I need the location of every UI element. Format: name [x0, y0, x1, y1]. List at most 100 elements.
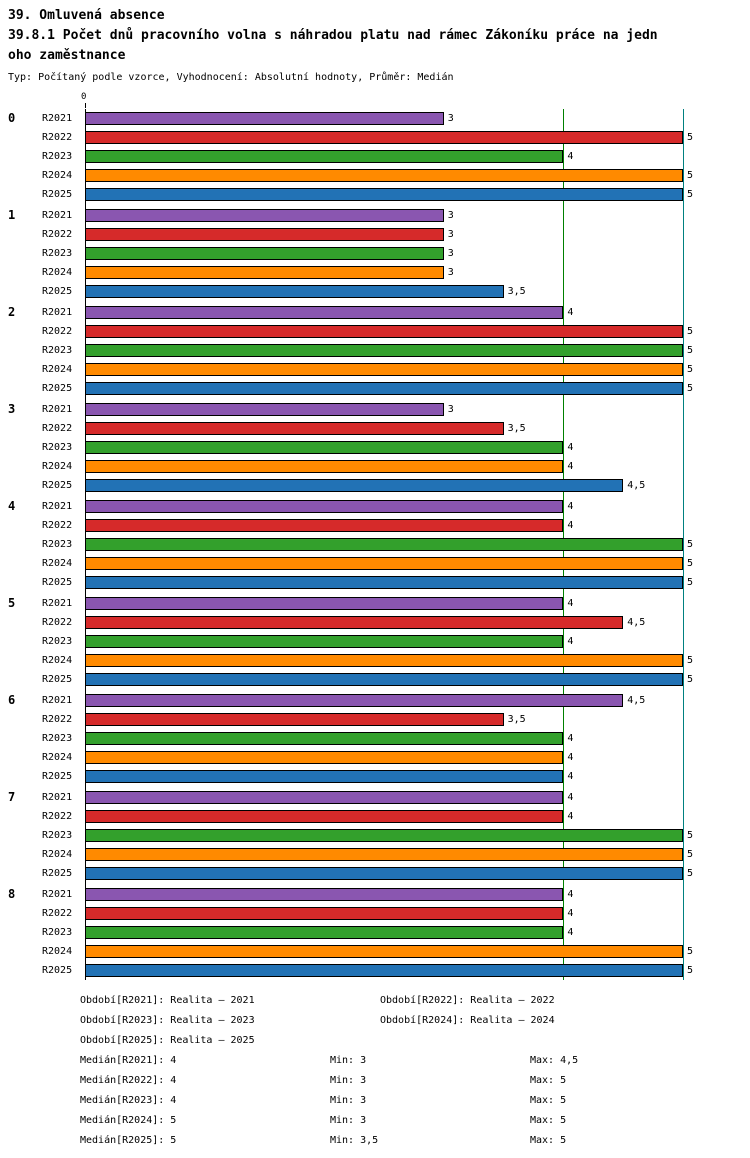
- bar-r2024: [85, 460, 564, 473]
- bar-r2024: [85, 557, 683, 570]
- group-label: 1: [8, 208, 16, 222]
- bar-value-label: 5: [687, 132, 694, 143]
- series-label: R2023: [42, 442, 73, 453]
- bar-value-label: 4: [567, 908, 574, 919]
- series-label: R2025: [42, 771, 73, 782]
- bar-row: R2022 4: [0, 807, 750, 826]
- bar-value-label: 5: [687, 345, 694, 356]
- series-label: R2021: [42, 792, 73, 803]
- report-section-title: 39. Omluvená absence: [8, 8, 165, 23]
- series-label: R2025: [42, 286, 73, 297]
- report-header: 39. Omluvená absence 39.8.1 Počet dnů pr…: [0, 0, 750, 83]
- bar-value-label: 4: [567, 771, 574, 782]
- bar-row: R2024 4: [0, 457, 750, 476]
- bar-row: R2025 5: [0, 379, 750, 398]
- stats-row: Medián[R2025]: 5 Min: 3,5 Max: 5: [80, 1130, 750, 1150]
- bar-row: R2023 5: [0, 341, 750, 360]
- x-axis-tick: [85, 103, 86, 108]
- bar-r2021: [85, 500, 564, 513]
- bar-r2022: [85, 325, 683, 338]
- bar-r2023: [85, 829, 683, 842]
- bar-row: 4 R2021 4: [0, 497, 750, 516]
- bar-row: 2 R2021 4: [0, 303, 750, 322]
- bar-value-label: 4,5: [627, 695, 646, 706]
- bar-r2024: [85, 169, 683, 182]
- bar-value-label: 5: [687, 539, 694, 550]
- stat-min: Min: 3: [330, 1094, 367, 1106]
- series-label: R2021: [42, 307, 73, 318]
- series-label: R2025: [42, 383, 73, 394]
- bar-r2023: [85, 441, 564, 454]
- bar-row: R2022 5: [0, 322, 750, 341]
- series-label: R2022: [42, 908, 73, 919]
- bar-value-label: 4: [567, 501, 574, 512]
- bar-value-label: 5: [687, 189, 694, 200]
- stat-median: Medián[R2022]: 4: [80, 1074, 177, 1086]
- stat-min: Min: 3: [330, 1074, 367, 1086]
- series-label: R2022: [42, 811, 73, 822]
- bar-r2021: [85, 791, 564, 804]
- series-label: R2025: [42, 868, 73, 879]
- series-label: R2024: [42, 461, 73, 472]
- series-label: R2025: [42, 965, 73, 976]
- group-label: 3: [8, 402, 16, 416]
- series-label: R2022: [42, 326, 73, 337]
- bar-value-label: 4: [567, 889, 574, 900]
- bar-r2024: [85, 266, 444, 279]
- series-label: R2022: [42, 132, 73, 143]
- bar-value-label: 5: [687, 577, 694, 588]
- series-label: R2021: [42, 404, 73, 415]
- series-label: R2024: [42, 655, 73, 666]
- bar-row: R2024 5: [0, 651, 750, 670]
- legend-item: Období[R2021]: Realita – 2021: [80, 994, 255, 1006]
- bar-r2024: [85, 848, 683, 861]
- bar-row: R2024 5: [0, 554, 750, 573]
- bar-r2025: [85, 479, 624, 492]
- legend-item: Období[R2022]: Realita – 2022: [380, 994, 555, 1006]
- bar-row: R2025 3,5: [0, 282, 750, 301]
- series-label: R2024: [42, 267, 73, 278]
- bar-r2021: [85, 597, 564, 610]
- bar-value-label: 4,5: [627, 480, 646, 491]
- bar-value-label: 4: [567, 461, 574, 472]
- bar-row: R2023 5: [0, 826, 750, 845]
- bar-r2022: [85, 131, 683, 144]
- bar-r2021: [85, 112, 444, 125]
- bar-r2022: [85, 810, 564, 823]
- bar-r2025: [85, 673, 683, 686]
- x-axis-origin-label: 0: [81, 92, 87, 102]
- bar-value-label: 4: [567, 792, 574, 803]
- series-label: R2024: [42, 849, 73, 860]
- series-label: R2023: [42, 636, 73, 647]
- series-label: R2024: [42, 752, 73, 763]
- bar-r2025: [85, 964, 683, 977]
- bar-row: R2024 4: [0, 748, 750, 767]
- bar-r2024: [85, 751, 564, 764]
- bar-r2023: [85, 247, 444, 260]
- series-label: R2021: [42, 210, 73, 221]
- bar-row: 1 R2021 3: [0, 206, 750, 225]
- stat-median: Medián[R2025]: 5: [80, 1134, 177, 1146]
- bar-row: R2022 3,5: [0, 710, 750, 729]
- stats-row: Medián[R2021]: 4 Min: 3 Max: 4,5: [80, 1050, 750, 1070]
- bar-row: R2023 4: [0, 729, 750, 748]
- bar-row: R2023 4: [0, 147, 750, 166]
- stat-max: Max: 5: [530, 1074, 567, 1086]
- group-label: 4: [8, 499, 16, 513]
- bar-value-label: 4: [567, 520, 574, 531]
- bar-value-label: 5: [687, 849, 694, 860]
- bar-row: 7 R2021 4: [0, 788, 750, 807]
- stat-median: Medián[R2021]: 4: [80, 1054, 177, 1066]
- series-label: R2022: [42, 714, 73, 725]
- bar-row: R2024 5: [0, 845, 750, 864]
- bar-row: R2025 5: [0, 185, 750, 204]
- bar-row: R2022 5: [0, 128, 750, 147]
- bar-row: R2023 4: [0, 632, 750, 651]
- legend-item: Období[R2025]: Realita – 2025: [80, 1034, 255, 1046]
- bar-r2025: [85, 867, 683, 880]
- bar-r2024: [85, 654, 683, 667]
- bar-r2021: [85, 403, 444, 416]
- stat-min: Min: 3: [330, 1054, 367, 1066]
- bar-r2022: [85, 519, 564, 532]
- bar-r2023: [85, 732, 564, 745]
